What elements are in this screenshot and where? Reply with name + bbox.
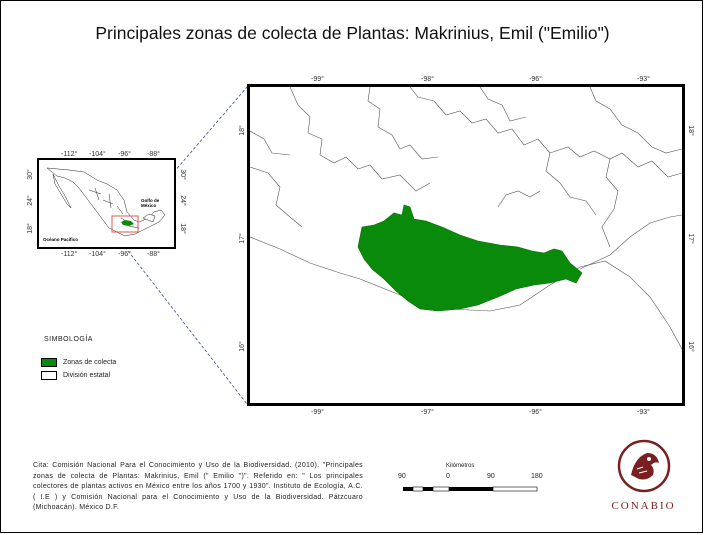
inset-left-tick: 18° bbox=[26, 223, 34, 234]
main-left-tick: 16° bbox=[238, 341, 246, 352]
mexico-outline bbox=[46, 167, 166, 237]
scale-bar: Kilómetros 90 0 90 180 bbox=[398, 463, 551, 503]
inset-left-tick: 30° bbox=[26, 169, 34, 180]
legend-item-collection-zone: Zonas de colecta bbox=[41, 358, 116, 367]
scale-bar-graphic bbox=[403, 486, 538, 492]
main-top-tick: -99° bbox=[311, 76, 324, 83]
state-boundaries bbox=[250, 87, 682, 350]
conabio-wordmark: CONABIO bbox=[611, 500, 676, 512]
gulf-label: Golfo de México bbox=[141, 198, 160, 208]
inset-top-tick: -88° bbox=[147, 151, 160, 158]
main-top-tick: -98° bbox=[421, 76, 434, 83]
main-bottom-tick: -97° bbox=[421, 409, 434, 416]
conabio-logo: CONABIO bbox=[606, 439, 681, 519]
pacific-label: Océano Pacífico bbox=[43, 237, 79, 242]
inset-bottom-tick: -112° bbox=[61, 251, 78, 258]
legend-label: Zonas de colecta bbox=[63, 359, 117, 366]
map-title: Principales zonas de colecta de Plantas:… bbox=[95, 23, 610, 43]
collection-zone-shape bbox=[357, 204, 583, 312]
inset-top-tick: -96° bbox=[118, 151, 131, 158]
inset-map-mexico: Golfo de México Océano Pacífico bbox=[37, 158, 176, 249]
inset-right-tick: 24° bbox=[178, 195, 186, 206]
main-left-tick: 18° bbox=[238, 125, 246, 136]
citation-text: Cita: Comisión Nacional Para el Conocimi… bbox=[33, 462, 363, 511]
inset-top-tick: -104° bbox=[89, 151, 106, 158]
inset-left-tick: 24° bbox=[26, 195, 34, 206]
main-map-oaxaca bbox=[247, 84, 685, 406]
main-right-tick: 18° bbox=[686, 125, 694, 136]
main-bottom-tick: -93° bbox=[637, 409, 650, 416]
legend-label: División estatal bbox=[63, 372, 111, 379]
scale-label: 0 bbox=[446, 473, 450, 480]
inset-right-tick: 30° bbox=[178, 169, 186, 180]
main-top-tick: -93° bbox=[637, 76, 650, 83]
main-left-tick: 17° bbox=[238, 233, 246, 244]
conabio-emblem-icon bbox=[617, 439, 670, 493]
inset-right-tick: 18° bbox=[178, 223, 186, 234]
main-bottom-tick: -99° bbox=[311, 409, 324, 416]
main-bottom-tick: -96° bbox=[529, 409, 542, 416]
scale-unit: Kilómetros bbox=[446, 463, 475, 469]
inset-top-tick: -112° bbox=[61, 151, 78, 158]
inset-bottom-tick: -104° bbox=[89, 251, 106, 258]
scale-label: 180 bbox=[531, 473, 543, 480]
scale-label: 90 bbox=[487, 473, 495, 480]
legend-swatch-green bbox=[41, 358, 57, 367]
legend-item-state-division: División estatal bbox=[41, 371, 110, 380]
legend-title: SIMBOLOGÍA bbox=[44, 336, 93, 343]
main-right-tick: 16° bbox=[686, 341, 694, 352]
inset-bottom-tick: -88° bbox=[147, 251, 160, 258]
scale-label: 90 bbox=[398, 473, 406, 480]
legend-swatch-white bbox=[41, 371, 57, 380]
main-top-tick: -96° bbox=[529, 76, 542, 83]
main-right-tick: 17° bbox=[686, 233, 694, 244]
inset-bottom-tick: -96° bbox=[118, 251, 131, 258]
